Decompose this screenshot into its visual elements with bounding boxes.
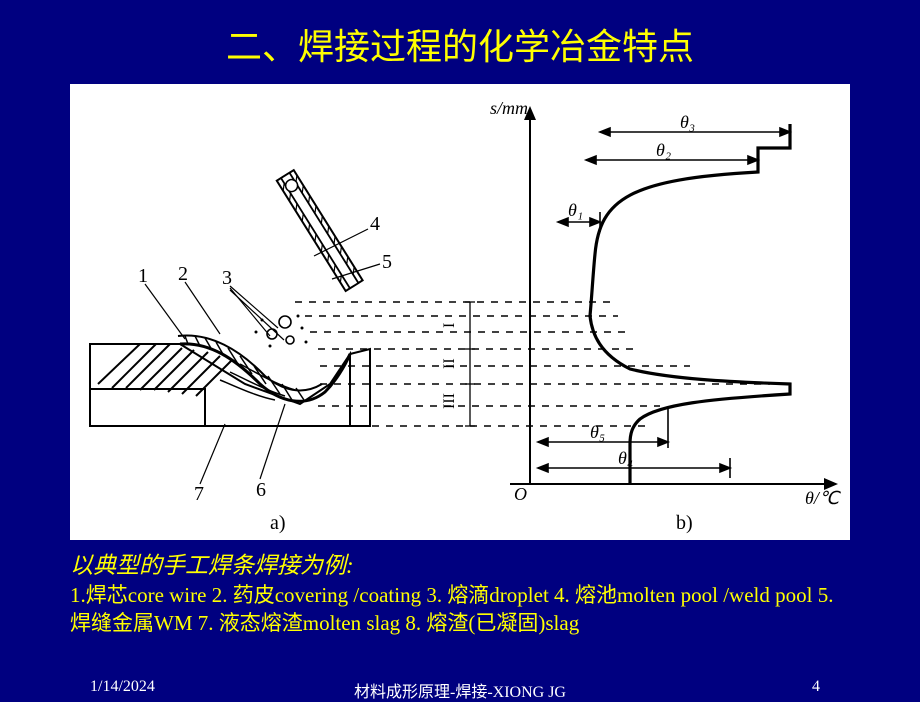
welding-diagram-svg: 1 2 3 4 5 6 7 a) — [70, 84, 850, 540]
callout-3: 3 — [222, 267, 232, 289]
theta5-label: θ₅ — [590, 422, 605, 442]
theta3-label: θ₃ — [680, 112, 695, 132]
caption-legend: 1.焊芯core wire 2. 药皮covering /coating 3. … — [70, 581, 850, 638]
y-axis-label: s/mm — [490, 98, 528, 118]
callout-4: 4 — [370, 213, 380, 235]
x-axis-label: θ/℃ — [805, 488, 841, 508]
callout-2: 2 — [178, 263, 188, 285]
footer-page: 4 — [812, 678, 820, 696]
zone-II: II — [441, 358, 458, 369]
zone-I: I — [441, 323, 458, 328]
zone-III: III — [441, 393, 458, 409]
theta2-label: θ₂ — [656, 140, 671, 160]
dashed-connectors — [295, 302, 770, 426]
callout-5: 5 — [382, 251, 392, 273]
caption-intro: 以典型的手工焊条焊接为例: — [70, 550, 850, 581]
diagram-right-group: s/mm θ/℃ O — [490, 98, 841, 534]
callout-7: 7 — [194, 483, 204, 505]
label-a: a) — [270, 512, 286, 534]
footer-center: 材料成形原理-焊接-XIONG JG — [0, 678, 920, 702]
caption-block: 以典型的手工焊条焊接为例: 1.焊芯core wire 2. 药皮coverin… — [0, 548, 920, 638]
diagram-left-group: 1 2 3 4 5 6 7 a) — [90, 170, 392, 534]
slide-title: 二、焊接过程的化学冶金特点 — [0, 0, 920, 70]
label-b: b) — [676, 512, 693, 534]
theta4-label: θ₄ — [618, 448, 633, 468]
diagram-figure: 1 2 3 4 5 6 7 a) — [70, 84, 850, 540]
theta1-label: θ₁ — [568, 200, 583, 220]
callout-6: 6 — [256, 479, 266, 501]
origin-label: O — [514, 484, 527, 504]
callout-1: 1 — [138, 265, 148, 287]
